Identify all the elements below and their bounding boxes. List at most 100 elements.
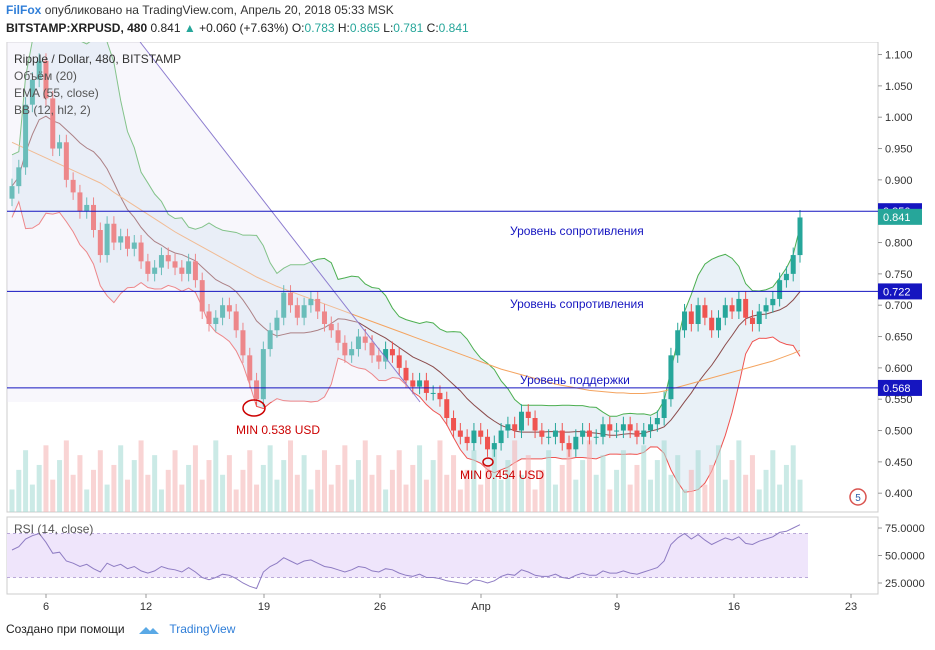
candle-body [430, 392, 436, 394]
candle-body [23, 104, 29, 168]
bollinger-fill [12, 42, 800, 493]
candle-body [682, 311, 688, 331]
volume-bar [192, 445, 198, 512]
candle-body [158, 255, 164, 268]
volume-bar [627, 484, 633, 512]
symbol-info-bar: BITSTAMP:XRPUSD, 480 0.841 ▲ +0.060 (+7.… [6, 21, 469, 39]
volume-bar [702, 484, 708, 512]
volume-bar [315, 469, 321, 512]
min-2-marker [482, 457, 494, 467]
candle-body [233, 311, 239, 331]
volume-bar [369, 474, 375, 512]
volume-bar [362, 440, 368, 512]
volume-bar [688, 469, 694, 512]
candle-body [342, 342, 348, 356]
volume-bar [50, 479, 56, 512]
volume-bar [614, 469, 620, 512]
rsi-tick-label: 25.0000 [885, 578, 925, 590]
volume-bar [763, 469, 769, 512]
candle-body [770, 298, 776, 306]
candle-body [546, 436, 552, 438]
candle-body [247, 355, 253, 381]
level-badge-label: 0.722 [883, 286, 911, 298]
candle-body [403, 367, 409, 381]
volume-bar [512, 440, 518, 512]
resistance-label-1: Уровень сопротивления [510, 224, 644, 238]
volume-bar [491, 445, 497, 512]
candle-body [43, 60, 49, 99]
volume-bar [464, 469, 470, 512]
volume-bar [186, 464, 192, 512]
low-value: 0.781 [393, 21, 424, 35]
volume-bar [233, 489, 239, 512]
candle-body [688, 311, 694, 324]
volume-bar [715, 445, 721, 512]
volume-bar [70, 474, 76, 512]
level-badge [878, 283, 922, 300]
candle-body [552, 430, 558, 437]
price-change: +0.060 (+7.63%) [199, 21, 289, 35]
price-chart-canvas[interactable]: 1.1001.0501.0000.9500.9000.8500.8000.750… [0, 42, 935, 612]
candle-body [661, 399, 667, 418]
volume-bar [403, 484, 409, 512]
candle-body [614, 430, 620, 432]
volume-bar [648, 479, 654, 512]
candle-body [349, 349, 355, 356]
candle-body [586, 430, 592, 437]
volume-bar [797, 479, 803, 512]
candle-body [131, 242, 137, 249]
candle-body [736, 298, 742, 312]
volume-bar [63, 440, 69, 512]
trend-shade [7, 42, 420, 402]
rsi-line [11, 524, 801, 590]
candle-body [593, 436, 599, 438]
rsi-band [7, 533, 808, 578]
volume-bar [770, 450, 776, 512]
price-tick-label: 0.550 [885, 394, 913, 406]
ema-legend[interactable]: EMA (55, close) [14, 86, 99, 100]
rsi-tick-label: 75.0000 [885, 523, 925, 535]
candle-body [328, 324, 334, 331]
volume-bar [43, 445, 49, 512]
publish-info: FilFox опубликовано на TradingView.com, … [6, 3, 394, 21]
candle-body [9, 186, 15, 199]
volume-bar [23, 450, 29, 512]
high-value: 0.865 [349, 21, 380, 35]
candle-body [301, 305, 307, 318]
volume-bar [29, 484, 35, 512]
candle-body [138, 242, 144, 262]
volume-bar [641, 445, 647, 512]
volume-legend[interactable]: Объём (20) [14, 69, 77, 83]
price-tick-label: 0.500 [885, 426, 913, 438]
candle-body [702, 305, 708, 318]
candle-body [580, 430, 586, 437]
candle-body [505, 424, 511, 431]
candle-body [165, 255, 171, 262]
volume-bar [172, 450, 178, 512]
candle-body [532, 418, 538, 431]
volume-bar [756, 489, 762, 512]
time-tick-label: 23 [845, 601, 857, 612]
volume-bar [580, 460, 586, 512]
time-tick-label: 9 [614, 601, 620, 612]
footer-brand[interactable]: TradingView [169, 622, 236, 636]
last-price-badge-label: 0.841 [883, 212, 911, 224]
author-name[interactable]: FilFox [6, 3, 42, 17]
bb-legend[interactable]: BB (12, hl2, 2) [14, 103, 91, 117]
candle-body [797, 217, 803, 256]
volume-bar [709, 464, 715, 512]
candle-body [566, 443, 572, 450]
volume-bar [247, 450, 253, 512]
rsi-legend[interactable]: RSI (14, close) [14, 522, 94, 536]
volume-bar [437, 440, 443, 512]
candle-body [709, 317, 715, 331]
chart-area[interactable]: 1.1001.0501.0000.9500.9000.8500.8000.750… [0, 42, 935, 612]
candle-body [478, 430, 484, 437]
volume-bar [430, 460, 436, 512]
candle-body [620, 424, 626, 431]
volume-bar [559, 464, 565, 512]
volume-bar [749, 455, 755, 512]
volume-bar [349, 479, 355, 512]
volume-bar [383, 489, 389, 512]
candle-body [675, 330, 681, 356]
